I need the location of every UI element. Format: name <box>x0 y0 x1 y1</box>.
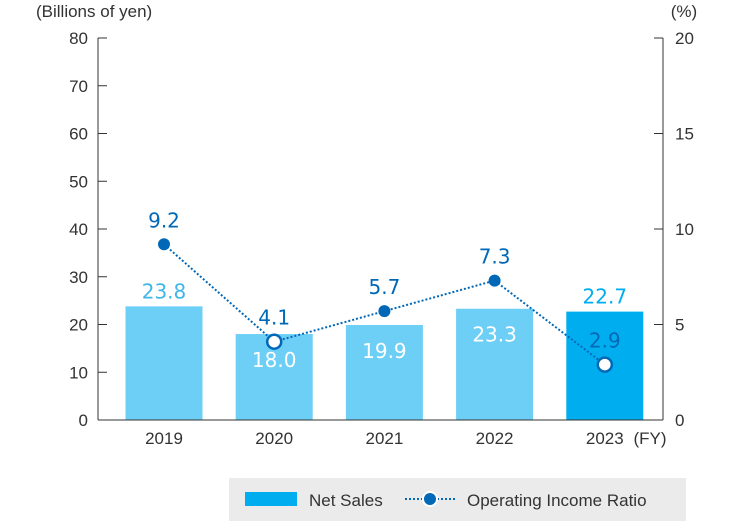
right-tick-label: 15 <box>675 125 694 144</box>
net-sales-bar <box>456 308 534 420</box>
ratio-value-label: 4.1 <box>258 306 290 330</box>
left-tick-label: 60 <box>69 125 88 144</box>
net-sales-bar <box>345 324 423 420</box>
net-sales-value-label: 22.7 <box>583 285 628 309</box>
right-tick-label: 20 <box>675 29 694 48</box>
left-tick-label: 80 <box>69 29 88 48</box>
right-tick-label: 0 <box>675 411 684 430</box>
ratio-value-label: 5.7 <box>368 275 400 299</box>
legend-net-sales-swatch <box>245 492 297 506</box>
net-sales-value-label: 19.9 <box>362 339 407 363</box>
left-axis-unit: (Billions of yen) <box>36 2 152 21</box>
legend-background <box>229 478 686 521</box>
left-tick-label: 0 <box>79 411 88 430</box>
left-tick-label: 40 <box>69 220 88 239</box>
ratio-point <box>488 274 501 287</box>
left-axis-ticks: 0 10 20 30 40 50 60 70 80 <box>69 29 107 430</box>
data-labels: 23.8 18.0 19.9 23.3 22.7 9.2 4.1 5.7 7.3 2.9 <box>142 208 627 372</box>
right-axis-unit: (%) <box>671 2 697 21</box>
bars <box>125 306 644 420</box>
right-axis-ticks: 0 5 10 15 20 <box>654 29 694 430</box>
left-tick-label: 50 <box>69 172 88 191</box>
ratio-value-label: 2.9 <box>589 329 621 353</box>
left-tick-label: 10 <box>69 363 88 382</box>
net-sales-bar <box>125 306 203 420</box>
x-axis-unit: (FY) <box>633 429 666 448</box>
right-tick-label: 5 <box>675 316 684 335</box>
legend-ratio-marker <box>422 491 438 507</box>
ratio-point <box>158 238 170 251</box>
net-sales-value-label: 23.3 <box>472 323 517 347</box>
legend-net-sales-label: Net Sales <box>309 491 383 510</box>
left-tick-label: 20 <box>69 316 88 335</box>
x-axis-ticks: 2019 2020 2021 2022 2023 <box>145 429 624 448</box>
x-tick-label: 2021 <box>365 429 403 448</box>
right-tick-label: 10 <box>675 220 694 239</box>
net-sales-value-label: 23.8 <box>142 279 187 303</box>
left-tick-label: 30 <box>69 268 88 287</box>
ratio-line <box>158 238 614 373</box>
ratio-value-label: 7.3 <box>479 245 511 269</box>
ratio-point <box>378 305 391 318</box>
x-tick-label: 2023 <box>586 429 624 448</box>
x-tick-label: 2019 <box>145 429 183 448</box>
ratio-value-label: 9.2 <box>148 208 180 232</box>
legend: Net Sales Operating Income Ratio <box>229 478 686 521</box>
x-tick-label: 2020 <box>255 429 293 448</box>
left-tick-label: 70 <box>69 77 88 96</box>
net-sales-value-label: 18.0 <box>252 348 297 372</box>
x-tick-label: 2022 <box>476 429 514 448</box>
legend-ratio-label: Operating Income Ratio <box>467 491 647 510</box>
ratio-point <box>596 356 614 373</box>
ratio-point <box>265 333 283 350</box>
